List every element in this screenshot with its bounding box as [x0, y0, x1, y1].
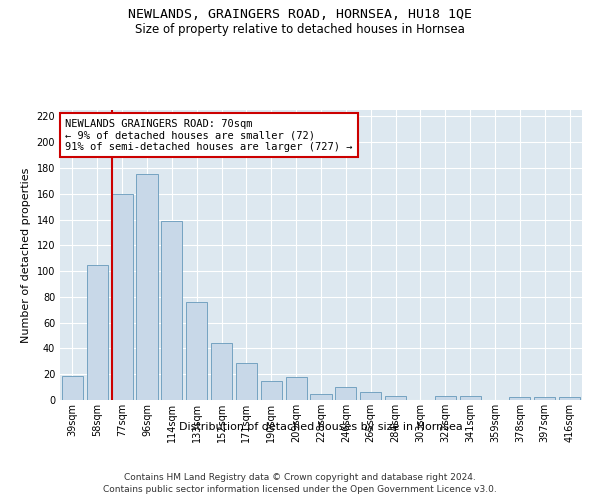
Bar	[509, 398, 530, 400]
Text: NEWLANDS GRAINGERS ROAD: 70sqm
← 9% of detached houses are smaller (72)
91% of s: NEWLANDS GRAINGERS ROAD: 70sqm ← 9% of d…	[65, 118, 353, 152]
Bar	[310, 394, 332, 400]
Bar	[112, 194, 133, 400]
Bar	[186, 302, 207, 400]
Bar	[136, 174, 158, 400]
Y-axis label: Number of detached properties: Number of detached properties	[21, 168, 31, 342]
Bar	[62, 376, 83, 400]
Bar	[161, 221, 182, 400]
Bar	[360, 392, 381, 400]
Bar	[286, 377, 307, 400]
Text: Distribution of detached houses by size in Hornsea: Distribution of detached houses by size …	[179, 422, 463, 432]
Text: NEWLANDS, GRAINGERS ROAD, HORNSEA, HU18 1QE: NEWLANDS, GRAINGERS ROAD, HORNSEA, HU18 …	[128, 8, 472, 20]
Bar	[385, 396, 406, 400]
Text: Contains public sector information licensed under the Open Government Licence v3: Contains public sector information licen…	[103, 485, 497, 494]
Bar	[534, 398, 555, 400]
Bar	[87, 264, 108, 400]
Bar	[211, 344, 232, 400]
Bar	[435, 396, 456, 400]
Bar	[559, 398, 580, 400]
Text: Contains HM Land Registry data © Crown copyright and database right 2024.: Contains HM Land Registry data © Crown c…	[124, 472, 476, 482]
Bar	[335, 387, 356, 400]
Bar	[236, 362, 257, 400]
Bar	[460, 396, 481, 400]
Text: Size of property relative to detached houses in Hornsea: Size of property relative to detached ho…	[135, 22, 465, 36]
Bar	[261, 380, 282, 400]
